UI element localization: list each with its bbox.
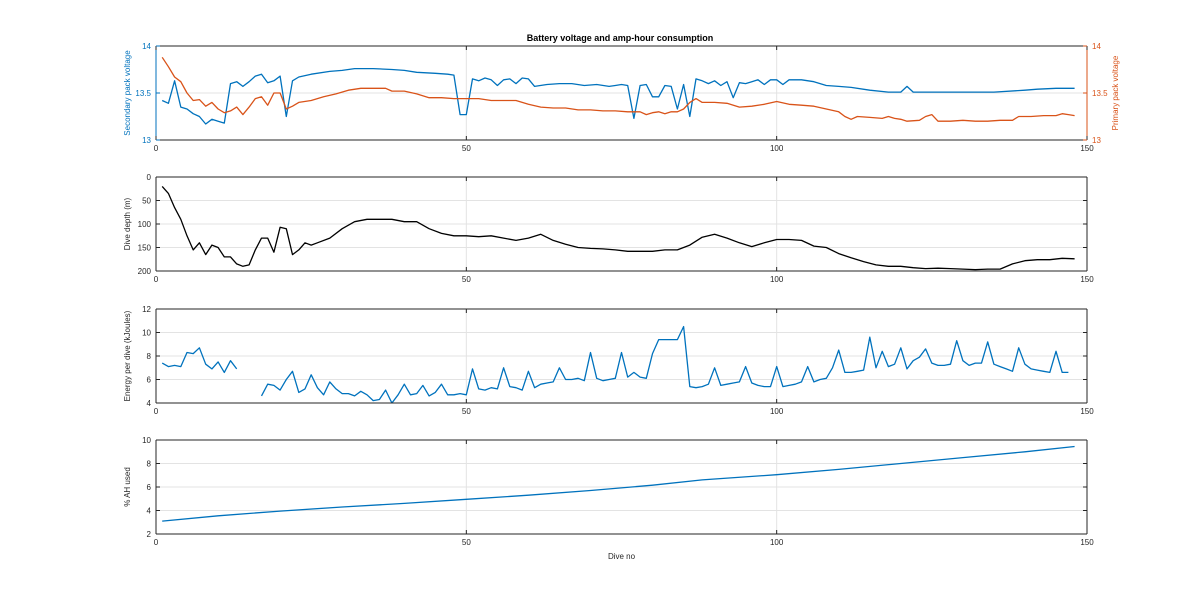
y-tick-label: 4 — [147, 399, 152, 408]
y-tick-label: 10 — [142, 329, 151, 338]
x-tick-label: 150 — [1080, 538, 1094, 547]
y-tick-label: 150 — [138, 244, 152, 253]
x-axis-label: Dive no — [608, 552, 636, 561]
x-tick-label: 150 — [1080, 144, 1094, 153]
series-group — [161, 185, 1075, 271]
y-tick-label: 100 — [138, 220, 152, 229]
y-axis-label: Dive depth (m) — [123, 197, 132, 250]
x-tick-label: 50 — [462, 538, 471, 547]
series-line-depth — [161, 185, 1075, 271]
series-line-secondary — [161, 67, 1075, 125]
x-tick-label: 100 — [770, 538, 784, 547]
x-tick-label: 150 — [1080, 275, 1094, 284]
x-tick-label: 0 — [154, 407, 159, 416]
y-tick-label: 6 — [147, 483, 152, 492]
x-tick-label: 50 — [462, 407, 471, 416]
y-axis-label: Energy per dive (kJoules) — [123, 310, 132, 401]
x-tick-label: 100 — [770, 275, 784, 284]
series-group — [162, 445, 1075, 522]
x-tick-label: 0 — [154, 275, 159, 284]
y-tick-label: 4 — [147, 507, 152, 516]
y2-tick-label: 13.5 — [1092, 89, 1108, 98]
y2-tick-label: 14 — [1092, 42, 1101, 51]
plot-panel-4: 0 50 100 150 2 4 6 8 10 % AH used Dive no — [123, 436, 1094, 561]
y2-tick-label: 13 — [1092, 136, 1101, 145]
y-tick-label: 8 — [147, 352, 152, 361]
x-tick-label: 50 — [462, 275, 471, 284]
x-tick-label: 0 — [154, 538, 159, 547]
y-tick-label: 13 — [142, 136, 151, 145]
y-tick-label: 2 — [147, 530, 152, 539]
y-axis-label: Secondary pack voltage — [123, 50, 132, 136]
series-line-ah — [162, 445, 1075, 522]
figure-title: Battery voltage and amp-hour consumption — [527, 33, 714, 43]
y-tick-label: 12 — [142, 305, 151, 314]
y-tick-label: 0 — [147, 173, 152, 182]
y-tick-label: 6 — [147, 376, 152, 385]
series-group — [161, 325, 1069, 403]
y2-axis-label: Primary pack voltage — [1111, 55, 1120, 130]
x-tick-label: 50 — [462, 144, 471, 153]
series-line-primary — [161, 56, 1075, 122]
plot-panel-3: 0 50 100 150 4 6 8 10 12 Energy per dive (kJoules… — [123, 305, 1094, 416]
x-tick-label: 100 — [770, 407, 784, 416]
plot-panel-2: 0 50 100 150 0 50 100 150 200 Dive depth (m) — [123, 173, 1094, 284]
y-tick-label: 8 — [147, 460, 152, 469]
y-tick-label: 200 — [138, 267, 152, 276]
y-tick-label: 50 — [142, 197, 151, 206]
series-group — [161, 56, 1075, 125]
x-tick-label: 100 — [770, 144, 784, 153]
series-line-energy — [260, 325, 1069, 403]
y-tick-label: 14 — [142, 42, 151, 51]
y-axis-label: % AH used — [123, 467, 132, 507]
x-tick-label: 0 — [154, 144, 159, 153]
y-tick-label: 13.5 — [135, 89, 151, 98]
y-tick-label: 10 — [142, 436, 151, 445]
series-line-energy — [161, 347, 238, 374]
x-tick-label: 150 — [1080, 407, 1094, 416]
